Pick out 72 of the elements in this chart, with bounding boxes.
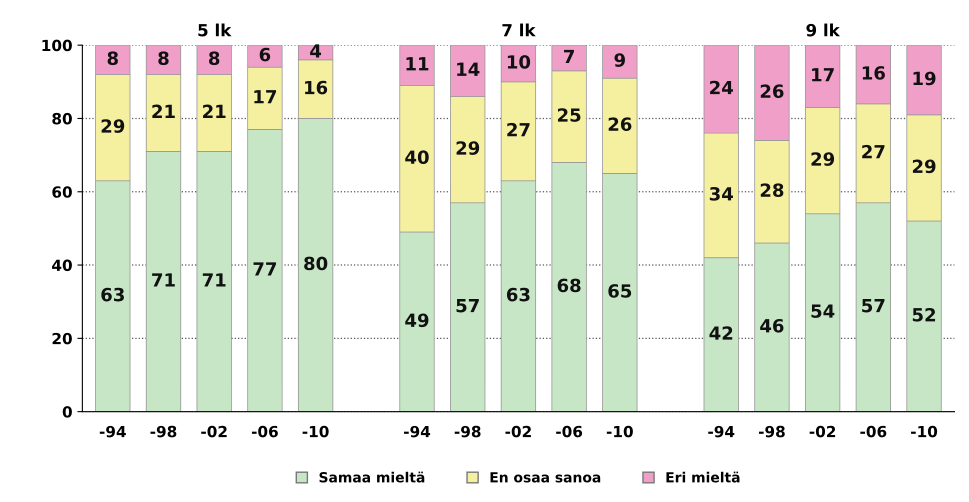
data-label: 63 xyxy=(506,288,530,302)
x-tick-label: -10 xyxy=(302,426,329,438)
data-label: 29 xyxy=(456,141,480,155)
data-label: 17 xyxy=(254,90,276,104)
x-tick-label: -98 xyxy=(758,426,785,438)
data-label: 28 xyxy=(760,183,784,198)
data-label: 10 xyxy=(508,55,530,69)
data-label: 52 xyxy=(912,308,936,322)
y-tick-label: 40 xyxy=(52,260,72,272)
data-label: 80 xyxy=(304,256,328,270)
data-label: 17 xyxy=(812,68,834,82)
legend-label: Samaa mieltä xyxy=(320,472,424,483)
data-label: 14 xyxy=(457,62,480,76)
text: 9 lk xyxy=(806,24,840,36)
data-label: 21 xyxy=(203,104,226,118)
text: 5 lk xyxy=(198,24,232,36)
data-label: 57 xyxy=(862,299,884,312)
data-label: 71 xyxy=(202,273,226,287)
x-tick-label: -98 xyxy=(150,426,176,438)
text: 7 lk xyxy=(502,24,536,36)
x-tick-label: -06 xyxy=(860,426,886,438)
data-label: 16 xyxy=(305,80,328,94)
data-label: 26 xyxy=(760,84,784,98)
data-label: 25 xyxy=(558,108,580,122)
data-label: 29 xyxy=(812,152,834,166)
data-label: 8 xyxy=(158,51,169,66)
data-label: 57 xyxy=(456,299,479,312)
x-tick-label: -06 xyxy=(556,426,582,438)
x-tick-label: -02 xyxy=(505,426,531,438)
data-label: 29 xyxy=(912,160,936,174)
y-tick-label: 80 xyxy=(52,112,72,124)
y-tick-label: 20 xyxy=(52,332,72,344)
y-tick-label: 60 xyxy=(52,186,72,198)
legend-label: Eri mieltä xyxy=(666,472,740,483)
x-tick-label: -94 xyxy=(404,426,430,438)
legend-label: En osaa sanoa xyxy=(490,472,600,483)
data-label: 77 xyxy=(254,262,276,276)
data-label: 34 xyxy=(710,187,733,201)
y-tick-label: 100 xyxy=(42,40,72,52)
x-tick-label: -02 xyxy=(201,426,227,438)
data-label: 8 xyxy=(108,51,118,66)
data-label: 71 xyxy=(152,273,175,287)
x-tick-label: -98 xyxy=(454,426,481,438)
data-label: 11 xyxy=(406,57,428,70)
data-label: 9 xyxy=(614,53,625,67)
data-label: 7 xyxy=(564,50,574,63)
data-label: 29 xyxy=(102,119,124,133)
x-tick-label: -06 xyxy=(252,426,278,438)
y-tick-label: 0 xyxy=(62,406,72,418)
data-label: 21 xyxy=(152,104,175,118)
data-label: 4 xyxy=(310,44,322,58)
x-tick-label: -10 xyxy=(606,426,633,438)
data-label: 63 xyxy=(101,288,124,302)
data-label: 49 xyxy=(405,313,428,328)
data-label: 26 xyxy=(608,117,632,132)
data-label: 27 xyxy=(507,122,530,136)
x-tick-label: -94 xyxy=(708,426,734,438)
data-label: 8 xyxy=(209,51,220,66)
data-label: 42 xyxy=(709,326,732,340)
data-label: 19 xyxy=(914,72,936,86)
data-label: 40 xyxy=(405,150,429,164)
data-label: 65 xyxy=(608,284,632,298)
data-label: 46 xyxy=(760,318,784,333)
x-tick-label: -10 xyxy=(911,426,938,438)
data-label: 16 xyxy=(862,66,885,80)
data-label: 54 xyxy=(811,304,834,318)
data-label: 24 xyxy=(710,80,733,94)
data-label: 27 xyxy=(862,144,884,158)
data-label: 68 xyxy=(558,278,581,292)
x-tick-label: -02 xyxy=(810,426,836,438)
data-label: 6 xyxy=(260,48,270,62)
x-tick-label: -94 xyxy=(100,426,126,438)
